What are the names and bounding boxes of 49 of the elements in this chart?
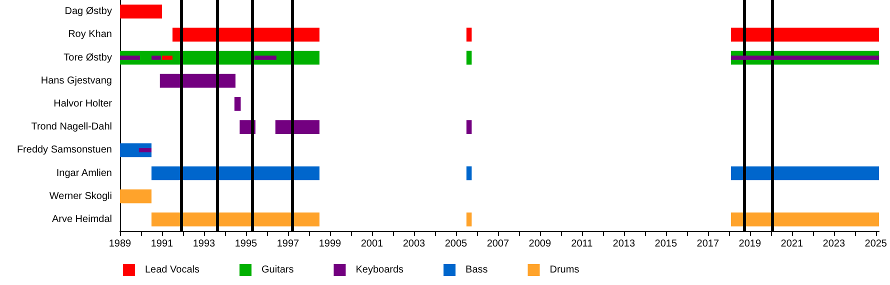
x-tick-label: 1993 xyxy=(192,238,216,250)
y-tick-label: Ingar Amlien xyxy=(56,168,112,179)
y-tick-label: Dag Østby xyxy=(64,6,112,18)
y-tick-label: Hans Gjestvang xyxy=(40,75,112,86)
x-tick-label: 1991 xyxy=(150,238,174,250)
x-tick-label: 2019 xyxy=(738,238,762,250)
bar xyxy=(731,28,880,42)
x-tick-label: 2021 xyxy=(780,238,804,250)
x-tick-label: 2023 xyxy=(822,238,846,250)
x-tick-label: 2017 xyxy=(696,238,720,250)
legend-label: Keyboards xyxy=(356,264,404,276)
bar xyxy=(731,212,880,226)
legend-label: Lead Vocals xyxy=(145,264,200,276)
x-tick-label: 2009 xyxy=(528,238,552,250)
y-tick-label: Roy Khan xyxy=(68,29,112,40)
bar xyxy=(234,97,241,111)
bar xyxy=(466,212,472,226)
bar xyxy=(160,74,236,88)
x-tick-label: 2001 xyxy=(360,238,384,250)
x-tick-label: 2015 xyxy=(654,238,678,250)
bar xyxy=(120,4,162,18)
y-tick-label: Arve Heimdal xyxy=(52,214,112,225)
bar xyxy=(120,189,152,204)
bar xyxy=(151,212,320,226)
bar xyxy=(731,56,880,60)
bar xyxy=(466,50,472,65)
x-tick-label: 1995 xyxy=(234,238,258,250)
y-tick-label: Halvor Holter xyxy=(54,98,113,110)
x-tick-label: 2007 xyxy=(486,238,510,250)
x-tick-label: 2025 xyxy=(864,238,888,250)
x-tick-label: 1999 xyxy=(318,238,342,250)
bar xyxy=(466,28,472,42)
x-tick-label: 2003 xyxy=(402,238,426,250)
x-tick-label: 2011 xyxy=(571,238,594,250)
x-tick-label: 2005 xyxy=(444,238,468,250)
y-tick-label: Werner Skogli xyxy=(49,190,112,202)
x-tick-label: 1997 xyxy=(276,238,300,250)
y-tick-label: Tore Østby xyxy=(64,52,112,64)
bar xyxy=(151,166,320,180)
bar xyxy=(466,166,472,180)
bar xyxy=(731,166,880,180)
y-tick-label: Trond Nagell-Dahl xyxy=(31,122,112,133)
x-tick-label: 1989 xyxy=(108,238,132,250)
y-tick-label: Freddy Samsonstuen xyxy=(16,144,112,156)
legend-label: Guitars xyxy=(261,264,294,276)
legend-label: Bass xyxy=(466,264,488,276)
x-tick-label: 2013 xyxy=(612,238,636,250)
legend-label: Drums xyxy=(550,264,580,276)
bar xyxy=(172,28,320,42)
